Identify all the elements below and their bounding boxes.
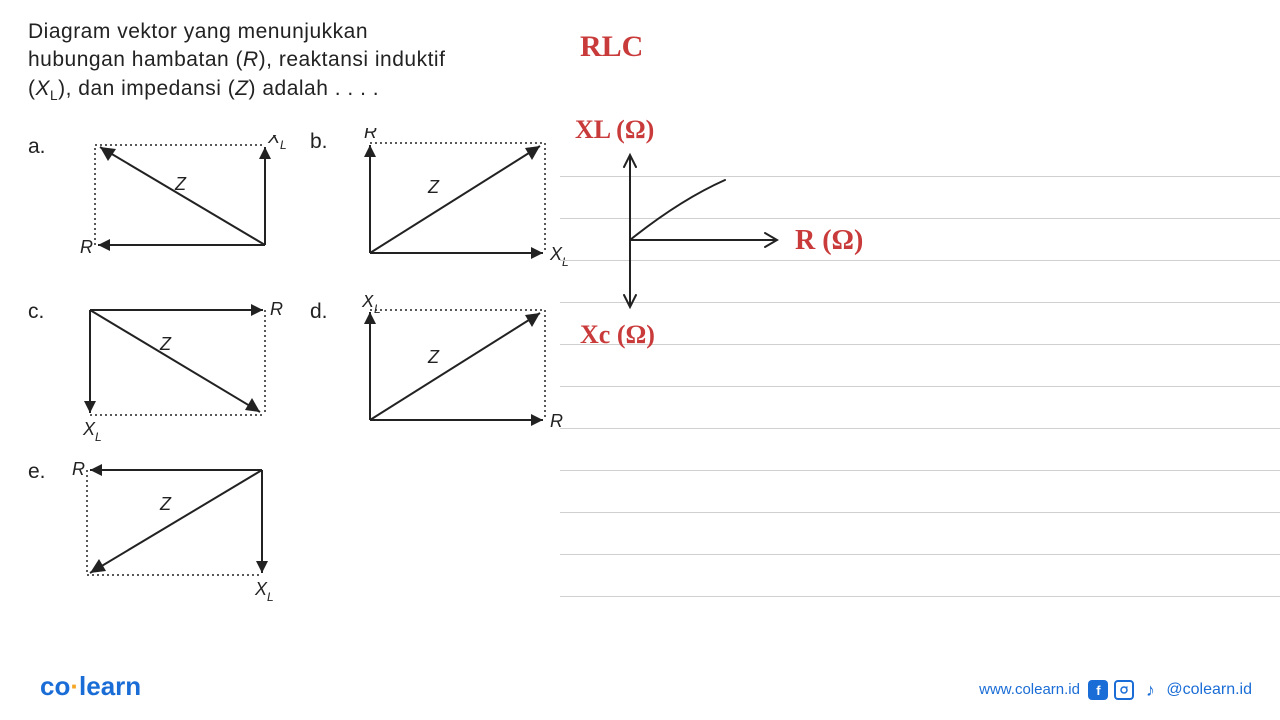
diagram-a: R XL Z: [80, 135, 290, 280]
option-c-label: c.: [28, 300, 44, 324]
facebook-icon[interactable]: f: [1088, 680, 1108, 700]
question-line3: (XL), dan impedansi (Z) adalah . . . .: [28, 75, 445, 106]
handwriting-sketch: [590, 145, 810, 335]
label-r: R: [270, 299, 283, 319]
label-z: Z: [427, 177, 440, 197]
tiktok-icon[interactable]: ♪: [1140, 680, 1160, 700]
label-xl: XL: [267, 135, 287, 152]
label-z: Z: [174, 174, 187, 194]
question-text: Diagram vektor yang menunjukkan hubungan…: [28, 18, 445, 105]
footer: co·learn www.colearn.id f ♪ @colearn.id: [0, 672, 1280, 702]
label-z: Z: [427, 347, 440, 367]
question-line1: Diagram vektor yang menunjukkan: [28, 18, 445, 46]
logo: co·learn: [40, 671, 141, 702]
option-a-label: a.: [28, 135, 46, 159]
option-b-label: b.: [310, 130, 328, 154]
instagram-icon[interactable]: [1114, 680, 1134, 700]
handwriting-xl: XL (Ω): [575, 115, 654, 145]
label-xl: XL: [254, 579, 274, 604]
social-handle: @colearn.id: [1166, 681, 1252, 699]
option-e-label: e.: [28, 460, 46, 484]
social-links: f ♪ @colearn.id: [1088, 680, 1252, 700]
website-link[interactable]: www.colearn.id: [979, 681, 1080, 698]
label-r: R: [72, 459, 85, 479]
question-line2: hubungan hambatan (R), reaktansi indukti…: [28, 46, 445, 74]
diagram-c: R XL Z: [75, 295, 305, 450]
option-d-label: d.: [310, 300, 328, 324]
label-r: R: [364, 128, 377, 142]
diagram-b: R XL Z: [350, 128, 580, 283]
label-z: Z: [159, 494, 172, 514]
handwriting-rlc: RLC: [580, 30, 643, 64]
label-r: R: [80, 237, 93, 257]
label-xl: XL: [82, 419, 102, 444]
diagram-e: R XL Z: [72, 455, 302, 620]
label-z: Z: [159, 334, 172, 354]
diagram-d: XL R Z: [350, 295, 580, 450]
